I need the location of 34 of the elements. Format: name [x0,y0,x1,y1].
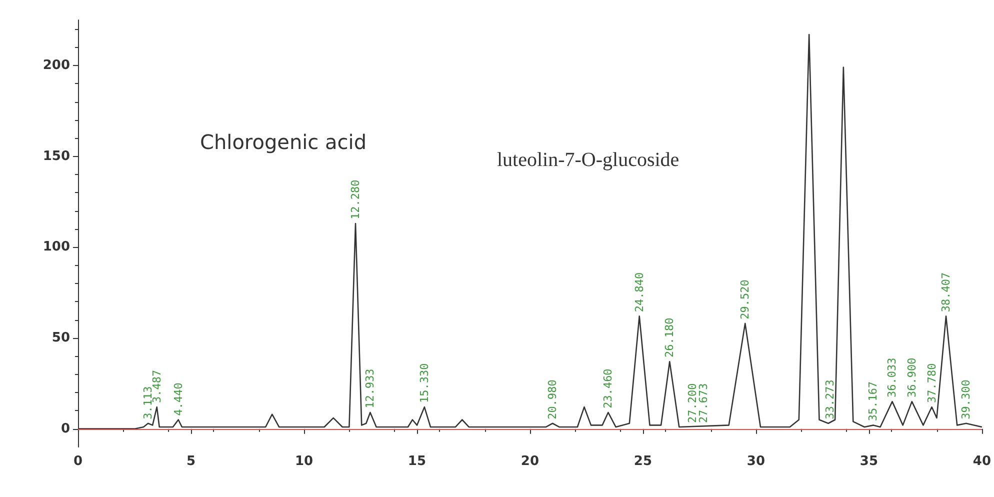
y-tick-label: 0 [60,421,70,436]
x-tick-label: 25 [634,454,652,469]
x-tick-label: 0 [73,454,83,469]
annotation: 12.280 [349,180,362,220]
annotation: 12.933 [364,368,377,408]
annotation: Chlorogenic acid [200,130,367,154]
annotation: 24.840 [632,272,646,312]
annotation: 29.520 [738,280,752,320]
annotation: luteolin-7-O-glucoside [497,149,680,171]
x-tick-label: 35 [860,454,878,469]
annotation: 36.033 [886,358,899,398]
x-tick-label: 5 [186,454,196,469]
x-tick-label: 30 [746,454,766,469]
annotation: 20.980 [546,380,560,420]
annotation: 15.330 [418,363,431,403]
y-tick-label: 200 [42,58,70,73]
x-tick-label: 40 [972,454,991,469]
annotation: 37.780 [925,363,938,403]
annotation: 36.900 [905,358,918,398]
x-tick-label: 10 [294,454,314,469]
annotation: 35.167 [866,381,880,422]
annotation: 4.440 [172,382,185,416]
x-tick-label: 20 [520,454,540,469]
annotation: 39.300 [960,380,973,420]
annotation: 27.200 [686,383,700,423]
y-tick-label: 50 [52,330,70,346]
y-tick-label: 150 [42,148,70,164]
y-tick-label: 100 [42,240,70,255]
annotation: 26.180 [663,318,676,358]
annotation: 23.460 [602,368,615,408]
annotation: 38.407 [940,272,953,312]
annotation: 33.273 [823,380,836,420]
x-tick-label: 15 [408,454,426,469]
annotation: 27.673 [696,383,710,423]
